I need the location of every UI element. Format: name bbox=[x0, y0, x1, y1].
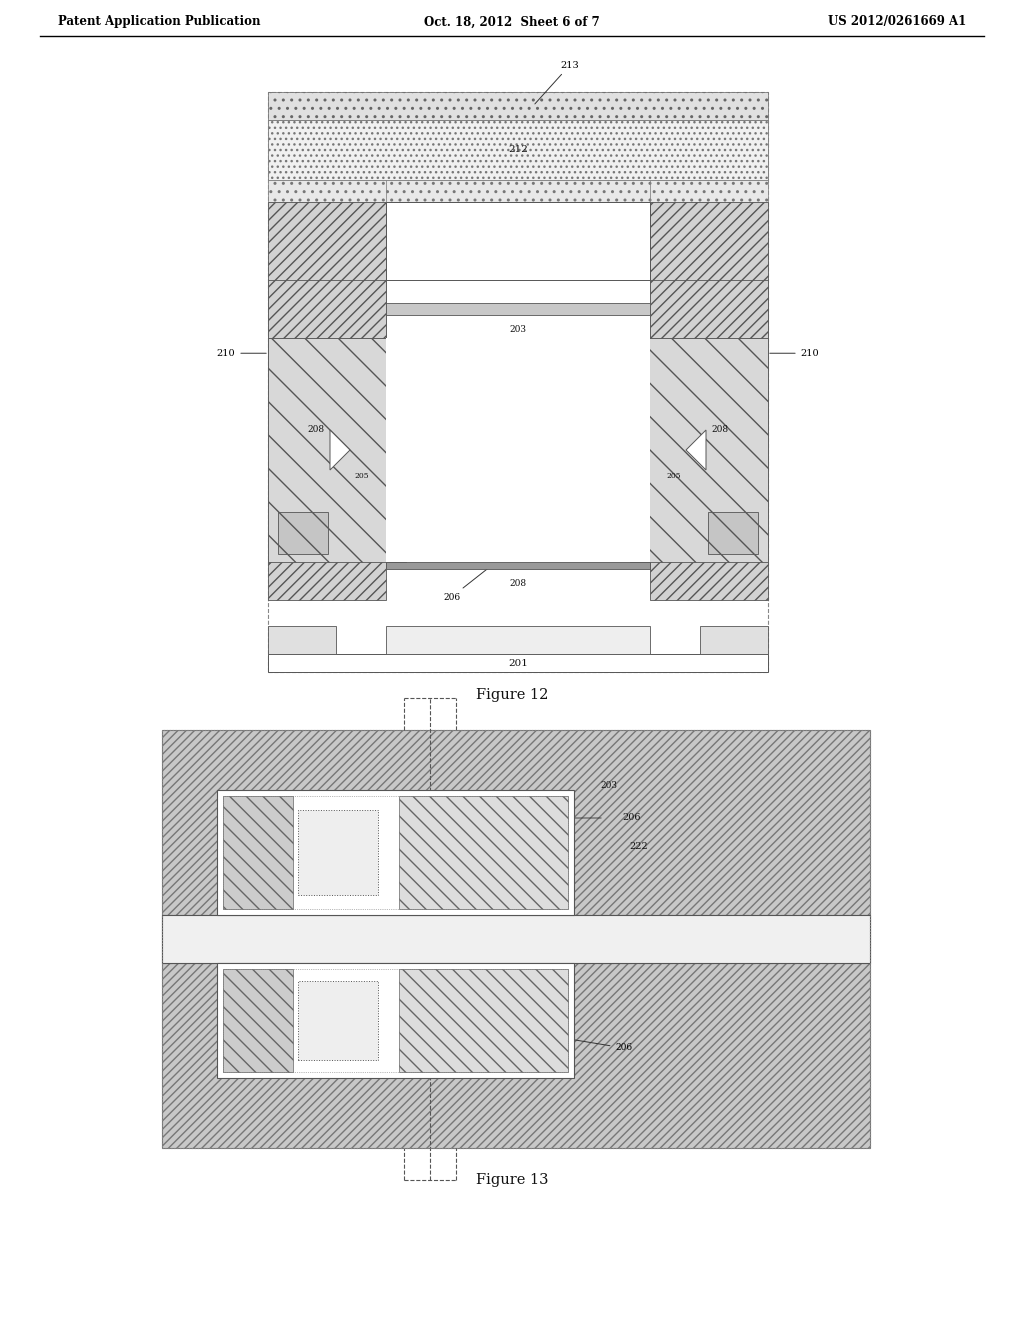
Bar bbox=[386, 202, 650, 280]
Text: 202: 202 bbox=[318, 305, 336, 314]
Bar bbox=[399, 796, 568, 909]
Bar bbox=[268, 653, 768, 672]
Text: 207: 207 bbox=[725, 635, 742, 644]
Text: 213: 213 bbox=[535, 61, 580, 104]
Bar bbox=[278, 512, 328, 554]
Bar bbox=[298, 981, 378, 1060]
Text: 201: 201 bbox=[329, 1016, 347, 1026]
Bar bbox=[223, 969, 293, 1072]
Text: 222: 222 bbox=[630, 842, 648, 851]
Bar bbox=[223, 796, 568, 909]
Text: Figure 12: Figure 12 bbox=[476, 688, 548, 702]
Text: Oct. 18, 2012  Sheet 6 of 7: Oct. 18, 2012 Sheet 6 of 7 bbox=[424, 16, 600, 29]
Bar bbox=[298, 810, 378, 895]
Bar bbox=[223, 969, 568, 1072]
Bar bbox=[386, 626, 650, 653]
Bar bbox=[268, 202, 386, 601]
Text: 206: 206 bbox=[519, 533, 537, 543]
Bar bbox=[162, 730, 870, 1148]
Text: 212: 212 bbox=[508, 145, 528, 154]
Bar bbox=[268, 626, 336, 653]
Text: 208: 208 bbox=[712, 425, 728, 434]
Text: US 2012/0261669 A1: US 2012/0261669 A1 bbox=[827, 16, 966, 29]
Bar bbox=[386, 180, 650, 202]
Bar bbox=[700, 626, 768, 653]
Text: 207: 207 bbox=[294, 635, 310, 644]
Bar bbox=[268, 92, 768, 672]
Text: 205: 205 bbox=[354, 473, 370, 480]
Text: 208: 208 bbox=[307, 425, 325, 434]
Bar bbox=[650, 280, 768, 338]
Bar bbox=[386, 304, 650, 315]
Text: 201: 201 bbox=[475, 1048, 493, 1057]
Text: 209: 209 bbox=[726, 539, 740, 546]
Text: 210: 210 bbox=[770, 348, 819, 358]
Bar bbox=[630, 338, 768, 562]
Bar bbox=[268, 180, 768, 202]
Text: 206: 206 bbox=[443, 568, 489, 602]
Text: 212: 212 bbox=[662, 935, 682, 944]
Bar bbox=[386, 338, 650, 562]
Text: 201: 201 bbox=[508, 659, 528, 668]
Text: 206: 206 bbox=[565, 1039, 633, 1052]
Bar bbox=[162, 730, 870, 1148]
Bar bbox=[217, 789, 574, 915]
Text: 208: 208 bbox=[509, 635, 526, 644]
Text: 206: 206 bbox=[623, 813, 641, 822]
Bar bbox=[162, 915, 870, 964]
Bar bbox=[268, 338, 406, 562]
Text: 201: 201 bbox=[475, 880, 493, 890]
Text: Patent Application Publication: Patent Application Publication bbox=[58, 16, 260, 29]
Text: 208: 208 bbox=[509, 579, 526, 589]
Bar bbox=[217, 964, 574, 1078]
Bar bbox=[268, 92, 768, 120]
Text: 201: 201 bbox=[329, 847, 347, 857]
Polygon shape bbox=[686, 430, 706, 470]
Text: 209: 209 bbox=[296, 539, 310, 546]
Bar bbox=[399, 969, 568, 1072]
Bar bbox=[223, 796, 293, 909]
Bar bbox=[708, 512, 758, 554]
Bar bbox=[268, 280, 386, 338]
Bar bbox=[650, 202, 768, 601]
Text: 203: 203 bbox=[510, 325, 526, 334]
Text: Figure 13: Figure 13 bbox=[476, 1173, 548, 1187]
Text: 210: 210 bbox=[217, 348, 266, 358]
Bar bbox=[386, 562, 650, 569]
Text: 211: 211 bbox=[508, 236, 528, 246]
Bar bbox=[268, 120, 768, 180]
Text: 202: 202 bbox=[700, 305, 718, 314]
Text: 203: 203 bbox=[600, 780, 617, 789]
Polygon shape bbox=[330, 430, 350, 470]
Text: 205: 205 bbox=[667, 473, 681, 480]
